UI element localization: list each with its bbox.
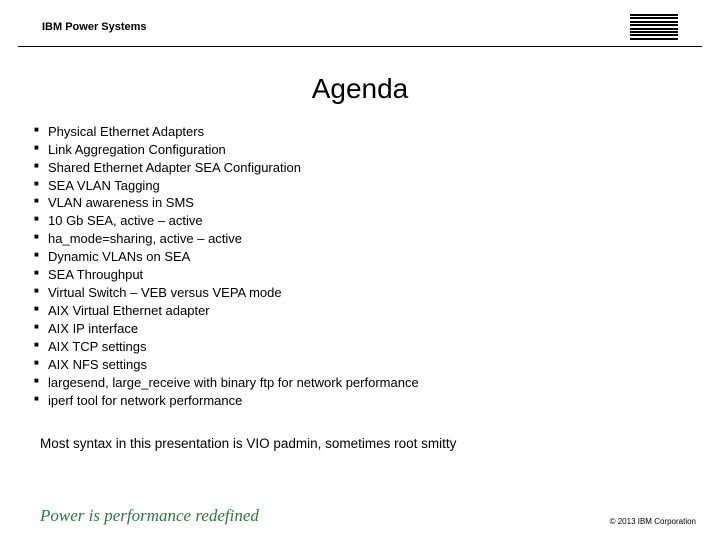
- list-item: SEA VLAN Tagging: [34, 177, 720, 195]
- list-item: SEA Throughput: [34, 266, 720, 284]
- list-item: ha_mode=sharing, active – active: [34, 230, 720, 248]
- slide-header: IBM Power Systems: [18, 0, 702, 47]
- list-item: AIX NFS settings: [34, 356, 720, 374]
- list-item: Shared Ethernet Adapter SEA Configuratio…: [34, 159, 720, 177]
- note-text: Most syntax in this presentation is VIO …: [40, 436, 720, 451]
- list-item: AIX Virtual Ethernet adapter: [34, 302, 720, 320]
- header-label: IBM Power Systems: [42, 21, 147, 33]
- list-item: 10 Gb SEA, active – active: [34, 212, 720, 230]
- slide-title: Agenda: [0, 73, 720, 105]
- list-item: Link Aggregation Configuration: [34, 141, 720, 159]
- list-item: Virtual Switch – VEB versus VEPA mode: [34, 284, 720, 302]
- list-item: Physical Ethernet Adapters: [34, 123, 720, 141]
- agenda-list: Physical Ethernet Adapters Link Aggregat…: [0, 123, 720, 410]
- list-item: AIX IP interface: [34, 320, 720, 338]
- list-item: Dynamic VLANs on SEA: [34, 248, 720, 266]
- list-item: iperf tool for network performance: [34, 392, 720, 410]
- slide-footer: Power is performance redefined © 2013 IB…: [0, 506, 720, 526]
- footer-copyright: © 2013 IBM Corporation: [610, 517, 696, 526]
- list-item: AIX TCP settings: [34, 338, 720, 356]
- list-item: VLAN awareness in SMS: [34, 194, 720, 212]
- list-item: largesend, large_receive with binary ftp…: [34, 374, 720, 392]
- footer-tagline: Power is performance redefined: [40, 506, 259, 526]
- ibm-logo-icon: [630, 14, 678, 40]
